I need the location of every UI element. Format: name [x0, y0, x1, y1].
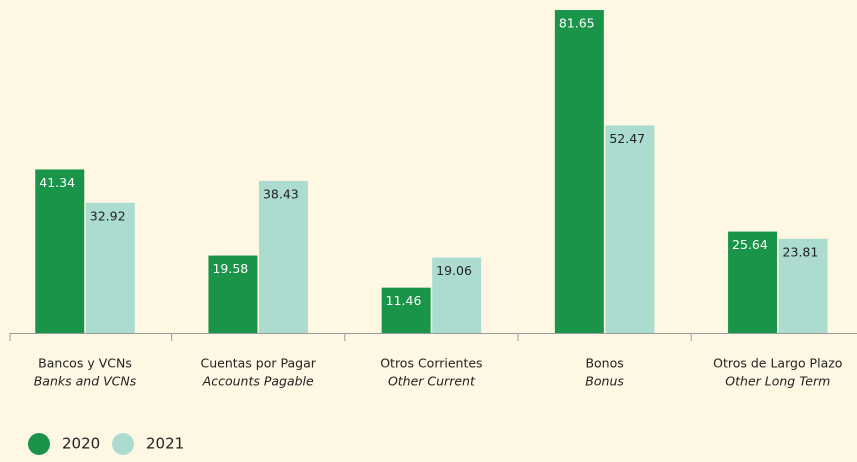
x-tick-label-translation: Accounts Pagable — [202, 374, 314, 389]
x-tick-label: Bancos y VCNs — [38, 356, 132, 371]
bar — [208, 255, 258, 333]
bar — [432, 257, 482, 333]
legend-label: 2021 — [146, 435, 184, 453]
value-label: 41.34 — [39, 175, 75, 190]
value-label: 23.81 — [783, 244, 819, 259]
value-label: 19.06 — [436, 263, 472, 278]
value-label: 38.43 — [263, 186, 299, 201]
value-label: 19.58 — [212, 261, 248, 276]
value-label: 52.47 — [609, 131, 645, 146]
bar — [778, 238, 828, 333]
value-label: 11.46 — [386, 293, 422, 308]
value-label: 25.64 — [732, 237, 768, 252]
legend-label: 2020 — [62, 435, 100, 453]
bar — [35, 169, 85, 333]
bar — [605, 125, 655, 333]
bar — [728, 231, 778, 333]
bar — [258, 180, 308, 333]
bar — [554, 10, 604, 333]
bar — [381, 287, 431, 333]
x-tick-label-translation: Bonus — [585, 374, 624, 389]
x-tick-label: Bonos — [585, 356, 623, 371]
x-tick-label-translation: Other Current — [388, 374, 476, 389]
legend-swatch — [112, 433, 134, 455]
x-tick-label: Otros de Largo Plazo — [713, 356, 842, 371]
legend-swatch — [28, 433, 50, 455]
x-tick-label: Cuentas por Pagar — [201, 356, 317, 371]
value-label: 81.65 — [559, 16, 595, 31]
value-label: 32.92 — [90, 208, 126, 223]
x-tick-label-translation: Other Long Term — [725, 374, 830, 389]
x-tick-label-translation: Banks and VCNs — [34, 374, 137, 389]
bar — [85, 202, 135, 333]
x-tick-label: Otros Corrientes — [380, 356, 482, 371]
